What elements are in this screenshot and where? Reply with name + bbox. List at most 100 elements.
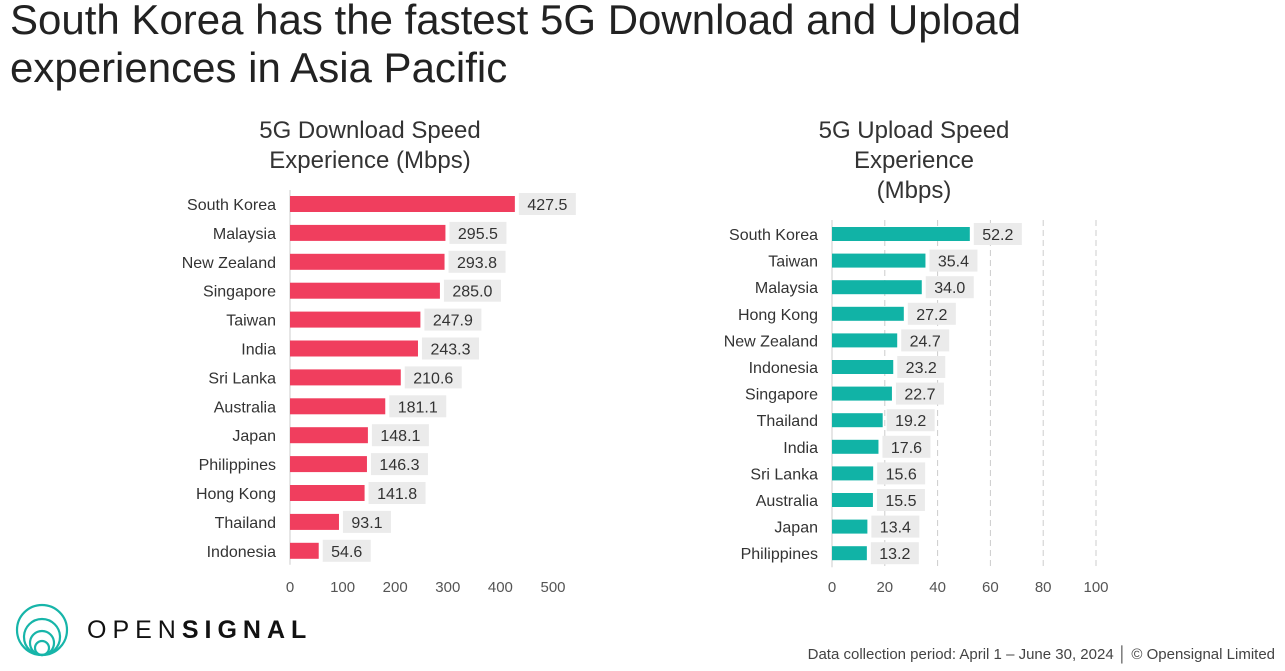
download-category-label: Thailand [215, 515, 276, 532]
download-data-label-bg [448, 250, 506, 273]
download-data-label-bg [389, 395, 447, 418]
download-data-label-bg [370, 453, 428, 476]
upload-data-label-bg [929, 249, 978, 272]
download-data-label: 293.8 [457, 255, 497, 272]
upload-data-label: 52.2 [982, 227, 1013, 244]
download-bar [290, 311, 421, 328]
upload-data-label-bg [882, 435, 931, 458]
download-bar [290, 340, 418, 357]
download-tick-label: 0 [286, 579, 294, 596]
download-data-label: 93.1 [351, 515, 382, 532]
upload-data-label: 27.2 [916, 307, 947, 324]
brand-bold: SIGNAL [181, 616, 313, 644]
upload-tick-label: 60 [982, 579, 999, 596]
upload-category-label: Japan [774, 520, 818, 537]
upload-data-label-bg [897, 356, 946, 378]
upload-title-line: 5G Upload Speed [818, 117, 1010, 144]
upload-bar [832, 280, 922, 295]
download-title-line: Experience (Mbps) [269, 147, 471, 174]
upload-data-label-bg [973, 223, 1022, 245]
download-category-label: Hong Kong [196, 486, 276, 503]
download-category-label: Japan [232, 428, 276, 445]
upload-data-label: 34.0 [934, 280, 965, 297]
download-data-label: 141.8 [377, 486, 417, 503]
download-data-label-bg [443, 279, 501, 302]
download-data-label-bg [404, 366, 462, 389]
download-data-label-bg [322, 539, 371, 562]
upload-tick-label: 80 [1035, 579, 1052, 596]
download-category-label: South Korea [187, 197, 276, 214]
upload-data-label: 13.2 [879, 546, 910, 563]
upload-tick-label: 20 [876, 579, 893, 596]
upload-category-label: Malaysia [755, 280, 818, 297]
upload-category-label: Taiwan [768, 254, 818, 271]
upload-data-label: 24.7 [910, 333, 941, 350]
upload-data-label-bg [877, 462, 926, 485]
upload-category-label: Singapore [745, 387, 818, 404]
upload-title-line: (Mbps) [876, 177, 952, 204]
page-title: South Korea has the fastest 5G Download … [10, 0, 1021, 91]
download-data-label-bg [371, 424, 429, 447]
download-data-label: 54.6 [331, 544, 362, 561]
download-category-label: Singapore [203, 284, 276, 301]
upload-data-label: 35.4 [938, 254, 969, 271]
upload-category-label: Thailand [757, 413, 818, 430]
download-bar [290, 542, 319, 559]
upload-category-label: Australia [756, 493, 818, 510]
upload-category-label: South Korea [729, 227, 818, 244]
download-category-label: Sri Lanka [208, 370, 276, 387]
upload-bar [832, 466, 874, 481]
download-data-label: 243.3 [430, 342, 470, 359]
download-data-label-bg [342, 510, 391, 533]
download-title-line: 5G Download Speed [259, 117, 481, 144]
upload-bar [832, 519, 868, 534]
download-data-label-bg [368, 482, 426, 504]
upload-category-label: Philippines [741, 546, 818, 563]
upload-chart-title: 5G Upload Speed Experience (Mbps) [744, 116, 1084, 206]
upload-data-label-bg [925, 276, 974, 299]
upload-category-label: Hong Kong [738, 307, 818, 324]
upload-bar [832, 360, 894, 374]
upload-data-label-bg [870, 542, 919, 565]
download-data-label-bg [449, 221, 507, 244]
upload-data-label-bg [907, 302, 956, 325]
download-tick-label: 300 [435, 579, 460, 596]
download-tick-label: 200 [383, 579, 408, 596]
upload-data-label: 13.4 [880, 520, 911, 537]
upload-title-line: Experience [853, 147, 975, 174]
download-bar [290, 369, 401, 386]
download-data-label: 148.1 [380, 428, 420, 445]
upload-data-label-bg [895, 382, 944, 405]
download-category-label: Malaysia [213, 226, 276, 243]
upload-data-label: 19.2 [895, 413, 926, 430]
download-category-label: Philippines [199, 457, 276, 474]
upload-bar [832, 546, 867, 561]
download-data-label: 285.0 [452, 284, 492, 301]
upload-category-label: Sri Lanka [750, 466, 818, 483]
download-category-label: India [241, 342, 276, 359]
upload-category-label: Indonesia [749, 360, 818, 377]
download-bar [290, 253, 445, 270]
download-data-label: 427.5 [527, 197, 567, 214]
upload-bar [832, 413, 883, 428]
upload-data-label: 15.6 [886, 466, 917, 483]
upload-data-label: 22.7 [904, 387, 935, 404]
download-data-label-bg [518, 193, 576, 215]
upload-bar [832, 253, 926, 268]
download-tick-label: 500 [540, 579, 565, 596]
upload-tick-label: 40 [929, 579, 946, 596]
upload-tick-label: 100 [1083, 579, 1108, 596]
upload-tick-label: 0 [828, 579, 836, 596]
brand-light: OPEN [87, 616, 182, 644]
opensignal-brand: OPENSIGNAL [87, 616, 312, 645]
upload-data-label-bg [871, 515, 920, 538]
download-category-label: Indonesia [207, 544, 276, 561]
download-data-label: 210.6 [413, 370, 453, 387]
download-data-label: 247.9 [433, 313, 473, 330]
opensignal-logo-icon [15, 603, 69, 657]
download-data-label: 181.1 [398, 399, 438, 416]
upload-data-label: 17.6 [891, 440, 922, 457]
upload-category-label: New Zealand [724, 333, 818, 350]
download-data-label: 295.5 [458, 226, 498, 243]
upload-category-label: India [783, 440, 818, 457]
